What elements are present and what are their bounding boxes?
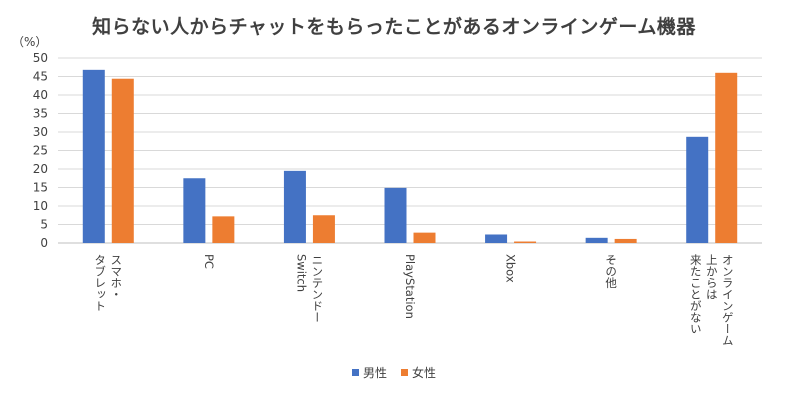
x-tick-label: その他 xyxy=(604,254,619,289)
y-axis-unit-label: （%） xyxy=(12,35,48,49)
chart-legend: 男性 女性 xyxy=(0,364,788,381)
y-tick-label: 10 xyxy=(33,199,48,213)
x-tick-label: PC xyxy=(201,254,216,269)
y-tick-label: 0 xyxy=(40,236,48,250)
legend-item: 男性 xyxy=(351,364,387,381)
x-tick-label: PlayStation xyxy=(403,254,417,319)
bar-female xyxy=(413,232,436,243)
bar-male xyxy=(585,237,608,243)
legend-swatch xyxy=(401,369,408,376)
bar-female xyxy=(111,78,134,243)
bar-female xyxy=(312,215,335,243)
legend-label: 女性 xyxy=(412,366,437,380)
bar-male xyxy=(686,136,709,243)
y-tick-label: 30 xyxy=(33,125,48,139)
y-tick-label: 5 xyxy=(40,218,48,232)
bar-female xyxy=(614,238,637,243)
y-tick-label: 45 xyxy=(33,70,48,84)
bar-male xyxy=(283,170,306,243)
bar-female xyxy=(715,72,738,243)
x-tick-label: スマホ・ タブレット xyxy=(93,254,124,312)
y-tick-label: 20 xyxy=(33,162,48,176)
chart-title: 知らない人からチャットをもらったことがあるオンラインゲーム機器 xyxy=(92,16,696,38)
bar-male xyxy=(485,234,508,243)
y-tick-label: 35 xyxy=(33,107,48,121)
y-tick-label: 40 xyxy=(33,88,48,102)
y-tick-label: 50 xyxy=(33,51,48,65)
y-tick-label: 15 xyxy=(33,181,48,195)
legend-swatch xyxy=(351,369,359,376)
x-tick-label: Xbox xyxy=(503,254,518,283)
legend-label: 男性 xyxy=(362,366,387,380)
y-tick-label: 25 xyxy=(33,144,48,158)
bar-female xyxy=(212,216,235,243)
bar-male xyxy=(384,187,407,243)
bar-female xyxy=(514,241,537,243)
x-tick-label: オンラインゲーム 上からは 来たことがない xyxy=(688,254,735,346)
bar-male xyxy=(82,69,105,243)
x-tick-label: ニンテンドー Switch xyxy=(294,254,325,323)
legend-item: 女性 xyxy=(401,364,436,381)
bar-male xyxy=(183,178,206,243)
